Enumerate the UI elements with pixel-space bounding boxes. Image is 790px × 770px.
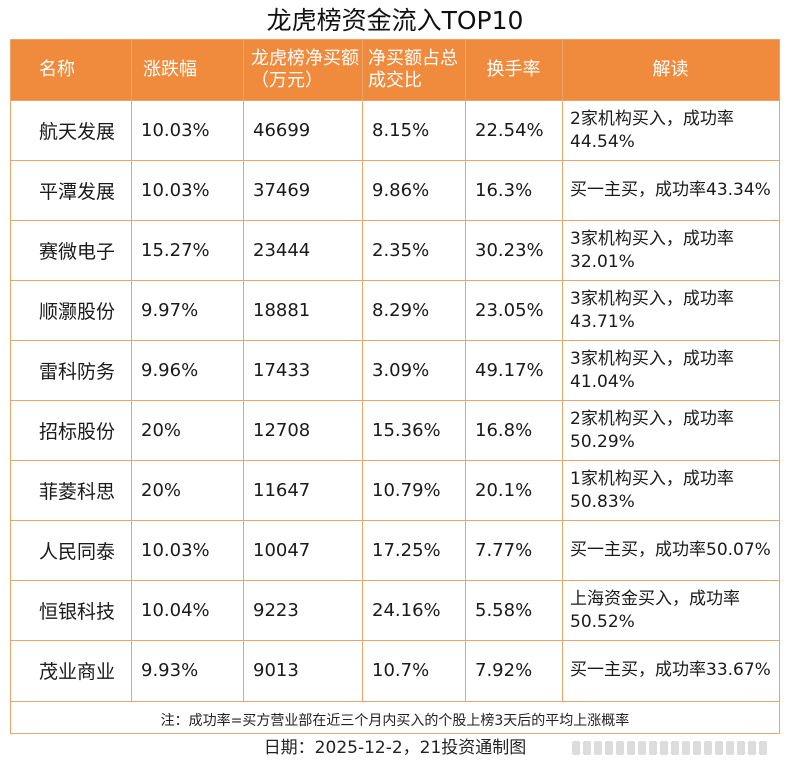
data-table: 名称 涨跌幅 龙虎榜净买额（万元） 净买额占总成交比 换手率 解读 航天发展 10… [10,39,780,734]
cell-turnover: 5.58% [475,600,533,621]
cell-name: 茂业商业 [39,661,116,683]
cell-ratio: 2.35% [372,240,430,261]
cell-interp: 3家机构买入，成功率43.71% [570,288,734,332]
grid-line [562,40,563,701]
table-row: 茂业商业 9.93% 9013 10.7% 7.92% 买一主买，成功率33.67% [11,640,779,700]
cell-name: 顺灏股份 [39,301,116,323]
footnote: 注：成功率=买方营业部在近三个月内买入的个股上榜3天后的平均上涨概率 [160,713,630,729]
cell-name: 航天发展 [39,121,116,143]
cell-name: 平潭发展 [39,181,116,203]
cell-turnover: 30.23% [475,240,544,261]
cell-turnover: 20.1% [475,480,533,501]
cell-turnover: 16.8% [475,420,533,441]
header-name: 名称 [39,59,75,80]
cell-change: 20% [141,480,182,501]
header-turnover: 换手率 [486,59,541,80]
cell-change: 9.96% [141,360,199,381]
cell-net-buy: 9013 [253,660,299,681]
cell-interp: 2家机构买入，成功率50.29% [570,408,734,452]
cell-change: 10.04% [141,600,210,621]
cell-turnover: 49.17% [475,360,544,381]
cell-change: 10.03% [141,180,210,201]
cell-turnover: 22.54% [475,120,544,141]
cell-change: 9.97% [141,300,199,321]
table-row: 赛微电子 15.27% 23444 2.35% 30.23% 3家机构买入，成功率32.0… [11,220,779,280]
header-interp: 解读 [652,59,689,80]
cell-interp: 3家机构买入，成功率41.04% [570,348,734,392]
page-title: 龙虎榜资金流入TOP10 [266,6,524,35]
date-line: 日期：2025-12-2，21投资通制图 [263,738,527,758]
cell-net-buy: 46699 [253,120,311,141]
table-row: 招标股份 20% 12708 15.36% 16.8% 2家机构买入，成功率50.29% [11,400,779,460]
cell-turnover: 23.05% [475,300,544,321]
cell-interp: 1家机构买入，成功率50.83% [570,468,734,512]
header-change: 涨跌幅 [143,59,197,80]
cell-net-buy: 23444 [253,240,311,261]
cell-interp: 上海资金买入，成功率50.52% [570,588,740,632]
watermark-logo [572,740,782,756]
cell-name: 菲菱科思 [39,481,116,503]
cell-turnover: 7.92% [475,660,533,681]
cell-ratio: 17.25% [372,540,441,561]
cell-interp: 买一主买，成功率50.07% [570,540,771,560]
grid-line [131,40,132,701]
cell-net-buy: 11647 [253,480,311,501]
table-row: 雷科防务 9.96% 17433 3.09% 49.17% 3家机构买入，成功率41.04… [11,340,779,400]
cell-ratio: 10.7% [372,660,430,681]
cell-name: 人民同泰 [39,541,116,563]
cell-interp: 2家机构买入，成功率44.54% [570,108,734,152]
cell-interp: 买一主买，成功率43.34% [570,180,771,200]
cell-net-buy: 37469 [253,180,311,201]
cell-interp: 3家机构买入，成功率32.01% [570,228,734,272]
cell-name: 雷科防务 [39,361,116,383]
cell-name: 恒银科技 [39,601,116,623]
cell-ratio: 8.29% [372,300,430,321]
grid-line [362,40,363,701]
cell-change: 15.27% [141,240,210,261]
cell-interp: 买一主买，成功率33.67% [570,660,771,680]
table-row: 人民同泰 10.03% 10047 17.25% 7.77% 买一主买，成功率50.07% [11,520,779,580]
cell-name: 招标股份 [39,421,116,443]
cell-net-buy: 18881 [253,300,311,321]
table-row: 平潭发展 10.03% 37469 9.86% 16.3% 买一主买，成功率43.34% [11,160,779,220]
cell-net-buy: 9223 [253,600,299,621]
cell-change: 10.03% [141,120,210,141]
cell-ratio: 15.36% [372,420,441,441]
cell-change: 9.93% [141,660,199,681]
cell-net-buy: 17433 [253,360,311,381]
cell-change: 20% [141,420,182,441]
cell-turnover: 7.77% [475,540,533,561]
cell-ratio: 9.86% [372,180,430,201]
cell-change: 10.03% [141,540,210,561]
cell-ratio: 8.15% [372,120,430,141]
header-net-buy: 龙虎榜净买额（万元） [251,48,359,91]
cell-ratio: 3.09% [372,360,430,381]
cell-net-buy: 10047 [253,540,311,561]
table-row: 恒银科技 10.04% 9223 24.16% 5.58% 上海资金买入，成功率50.52… [11,580,779,640]
cell-ratio: 24.16% [372,600,441,621]
table-row: 航天发展 10.03% 46699 8.15% 22.54% 2家机构买入，成功率44.5… [11,100,779,160]
cell-ratio: 10.79% [372,480,441,501]
cell-name: 赛微电子 [39,241,116,263]
header-ratio: 净买额占总成交比 [368,48,458,91]
grid-line [465,40,466,701]
table-footer [11,701,779,733]
table-row: 菲菱科思 20% 11647 10.79% 20.1% 1家机构买入，成功率50.83% [11,460,779,520]
grid-line [243,40,244,701]
table-header: 名称 涨跌幅 龙虎榜净买额（万元） 净买额占总成交比 换手率 解读 [11,40,779,100]
cell-turnover: 16.3% [475,180,533,201]
table-row: 顺灏股份 9.97% 18881 8.29% 23.05% 3家机构买入，成功率43.71… [11,280,779,340]
cell-net-buy: 12708 [253,420,311,441]
